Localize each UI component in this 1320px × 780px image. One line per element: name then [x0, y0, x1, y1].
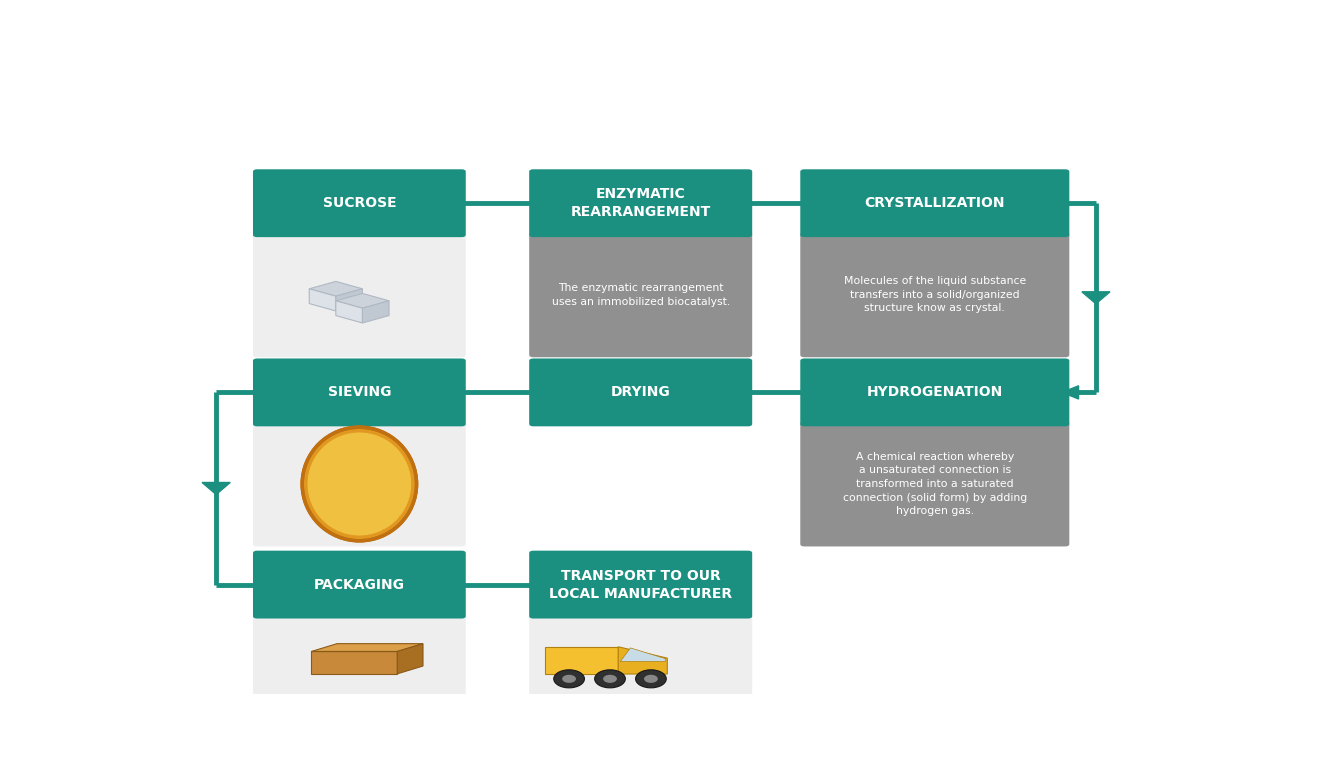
- FancyBboxPatch shape: [800, 421, 1069, 547]
- FancyBboxPatch shape: [529, 359, 752, 427]
- Text: SUCROSE: SUCROSE: [322, 197, 396, 210]
- FancyBboxPatch shape: [253, 551, 466, 619]
- Polygon shape: [363, 301, 389, 323]
- Circle shape: [644, 675, 657, 682]
- Text: PACKAGING: PACKAGING: [314, 578, 405, 591]
- Polygon shape: [335, 301, 363, 323]
- Text: ENZYMATIC
REARRANGEMENT: ENZYMATIC REARRANGEMENT: [570, 187, 710, 219]
- Circle shape: [562, 675, 576, 682]
- Polygon shape: [620, 648, 665, 661]
- Polygon shape: [312, 651, 397, 674]
- FancyBboxPatch shape: [800, 232, 1069, 357]
- Text: A chemical reaction whereby
a unsaturated connection is
transformed into a satur: A chemical reaction whereby a unsaturate…: [842, 452, 1027, 516]
- Text: SIEVING: SIEVING: [327, 385, 391, 399]
- FancyBboxPatch shape: [529, 232, 752, 357]
- FancyBboxPatch shape: [529, 614, 752, 718]
- Polygon shape: [335, 293, 389, 308]
- Circle shape: [594, 670, 626, 688]
- FancyBboxPatch shape: [253, 359, 466, 427]
- Circle shape: [635, 670, 667, 688]
- Text: TRANSPORT TO OUR
LOCAL MANUFACTURER: TRANSPORT TO OUR LOCAL MANUFACTURER: [549, 569, 733, 601]
- Polygon shape: [309, 282, 363, 296]
- Polygon shape: [397, 644, 422, 674]
- Text: HYDROGENATION: HYDROGENATION: [867, 385, 1003, 399]
- Text: DRYING: DRYING: [611, 385, 671, 399]
- Polygon shape: [335, 289, 363, 311]
- FancyBboxPatch shape: [253, 169, 466, 237]
- Polygon shape: [618, 647, 668, 674]
- FancyBboxPatch shape: [529, 551, 752, 619]
- Polygon shape: [545, 647, 618, 674]
- Text: Molecules of the liquid substance
transfers into a solid/organized
structure kno: Molecules of the liquid substance transf…: [843, 276, 1026, 314]
- FancyBboxPatch shape: [253, 614, 466, 718]
- Text: The enzymatic rearrangement
uses an immobilized biocatalyst.: The enzymatic rearrangement uses an immo…: [552, 283, 730, 307]
- FancyBboxPatch shape: [800, 359, 1069, 427]
- FancyBboxPatch shape: [253, 421, 466, 547]
- Circle shape: [554, 670, 585, 688]
- FancyBboxPatch shape: [800, 169, 1069, 237]
- Circle shape: [603, 675, 616, 682]
- Polygon shape: [1063, 386, 1078, 399]
- Polygon shape: [202, 483, 230, 495]
- Ellipse shape: [308, 432, 412, 536]
- Ellipse shape: [302, 427, 417, 541]
- Polygon shape: [309, 289, 335, 311]
- Polygon shape: [1082, 292, 1110, 303]
- FancyBboxPatch shape: [253, 232, 466, 357]
- Polygon shape: [312, 644, 422, 651]
- Text: CRYSTALLIZATION: CRYSTALLIZATION: [865, 197, 1005, 210]
- FancyBboxPatch shape: [529, 169, 752, 237]
